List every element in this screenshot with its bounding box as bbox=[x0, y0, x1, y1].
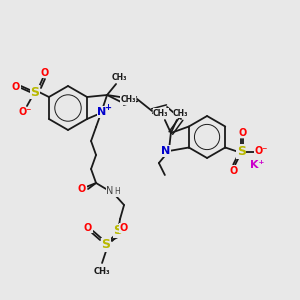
Text: CH₃: CH₃ bbox=[153, 109, 169, 118]
Text: O: O bbox=[120, 223, 128, 233]
Text: CH₃: CH₃ bbox=[111, 74, 127, 82]
Text: N: N bbox=[98, 107, 107, 117]
Text: H: H bbox=[114, 188, 120, 196]
Text: O⁻: O⁻ bbox=[255, 146, 268, 157]
Text: N: N bbox=[161, 146, 170, 156]
Text: O: O bbox=[78, 184, 86, 194]
Text: O: O bbox=[229, 166, 237, 176]
Text: +: + bbox=[105, 103, 112, 112]
Text: S: S bbox=[114, 224, 123, 238]
Text: S: S bbox=[237, 145, 246, 158]
Text: CH₃: CH₃ bbox=[94, 266, 110, 275]
Text: K⁺: K⁺ bbox=[250, 160, 264, 170]
Text: O: O bbox=[41, 68, 49, 78]
Text: O: O bbox=[84, 223, 92, 233]
Text: N: N bbox=[106, 186, 114, 196]
Text: CH₃: CH₃ bbox=[120, 95, 136, 104]
Text: CH₃: CH₃ bbox=[173, 109, 189, 118]
Text: S: S bbox=[102, 238, 111, 251]
Text: O: O bbox=[238, 128, 246, 137]
Text: O: O bbox=[12, 82, 20, 92]
Text: S: S bbox=[30, 85, 39, 98]
Text: O⁻: O⁻ bbox=[18, 107, 32, 117]
